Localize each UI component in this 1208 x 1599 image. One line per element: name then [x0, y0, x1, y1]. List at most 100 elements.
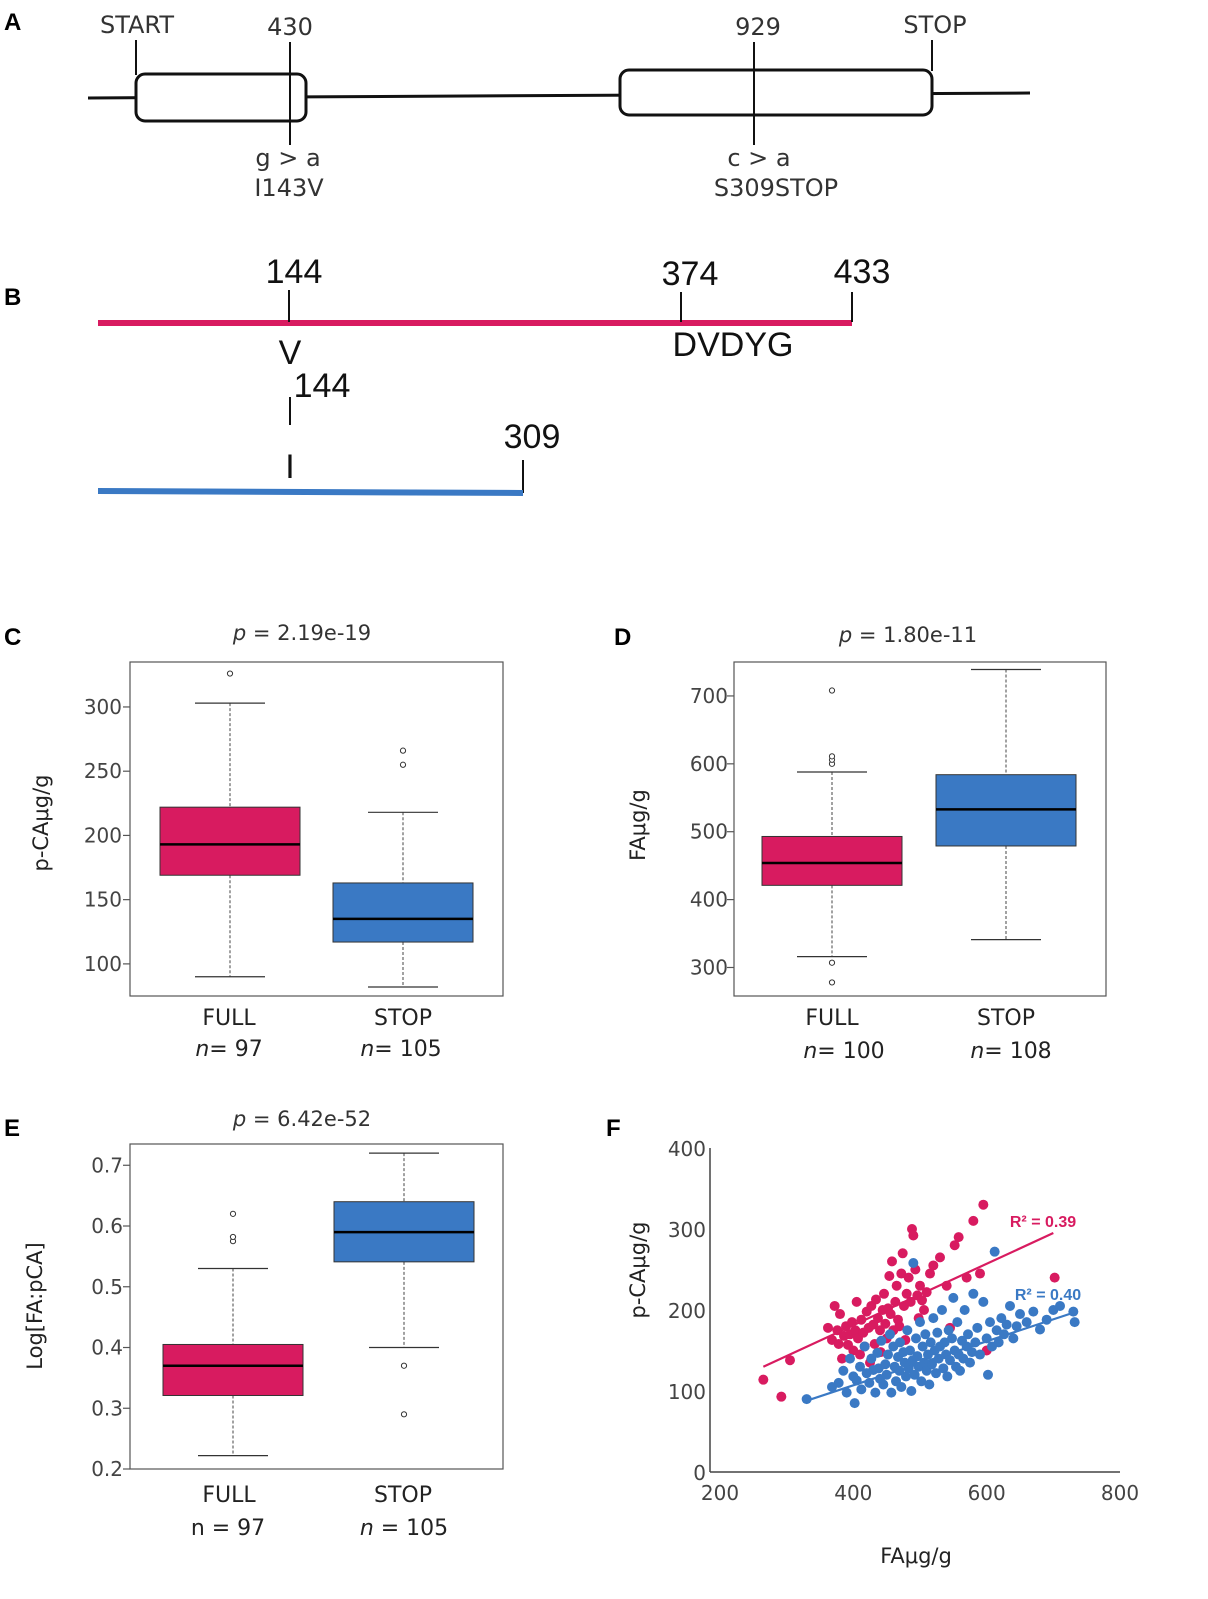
full-data-point: [915, 1280, 925, 1291]
stop-data-point: [968, 1288, 979, 1299]
stop-data-point: [967, 1347, 977, 1358]
full-data-point: [897, 1248, 908, 1259]
full-data-point: [885, 1309, 896, 1320]
full-data-point: [891, 1280, 902, 1291]
x-tick-label: 800: [1101, 1481, 1139, 1505]
y-tick-label: 150: [84, 888, 122, 912]
trunc-pos-309: 309: [504, 418, 561, 456]
full-data-point: [879, 1288, 889, 1299]
mutation-2-aa: S309STOP: [714, 174, 838, 202]
stop-data-point: [876, 1335, 887, 1346]
full-data-point: [887, 1256, 897, 1267]
full-data-point: [975, 1268, 985, 1279]
stop-data-point: [1021, 1317, 1032, 1328]
stop-data-point: [959, 1305, 970, 1315]
stop-data-point: [855, 1361, 865, 1372]
stop-data-point: [838, 1365, 849, 1376]
truncated-protein-bar: [97, 488, 524, 496]
stop-data-point: [906, 1386, 917, 1396]
panel-e: E p = 6.42e-52 Log[FA:pCA] 0.20.30.40.50…: [4, 1107, 504, 1541]
panel-e-frame: [129, 1143, 504, 1470]
panel-label-b: B: [4, 284, 21, 311]
panel-d-ylabel: FAμg/g: [626, 789, 650, 861]
mutation-1-change: g > a: [255, 144, 320, 172]
stop-data-point: [943, 1325, 954, 1336]
stop-data-point: [801, 1394, 812, 1405]
stop-data-point: [985, 1317, 995, 1328]
stop-data-point: [872, 1347, 883, 1358]
y-tick-label: 300: [84, 695, 122, 719]
panel-c-cat-stop: STOP: [374, 1006, 432, 1031]
panel-c-plot: 100 150 200 250 300: [84, 670, 474, 988]
y-tick-label: 700: [690, 684, 728, 708]
stop-data-point: [993, 1337, 1004, 1348]
full-data-point: [949, 1240, 960, 1251]
y-tick-label: 300: [690, 955, 728, 979]
stop-data-point: [1015, 1309, 1025, 1320]
full-data-point: [894, 1321, 905, 1332]
y-tick-label: 0.3: [91, 1396, 123, 1420]
exon-1-box: [134, 72, 308, 123]
full-data-point: [855, 1349, 865, 1360]
y-tick-label: 400: [668, 1137, 706, 1161]
full-aa-v: V: [279, 334, 302, 372]
panel-label-c: C: [4, 624, 21, 651]
outlier-point: [828, 687, 836, 694]
stop-data-point: [909, 1369, 920, 1380]
outlier-point: [400, 1411, 408, 1418]
panel-e-cat-full: FULL: [202, 1483, 256, 1508]
outlier-point: [828, 959, 836, 966]
stop-label: STOP: [903, 11, 966, 39]
stop-data-point: [841, 1387, 852, 1398]
full-box: [162, 1343, 304, 1396]
panel-a: A START 430 929 STOP g > a I143V c > a S…: [4, 9, 1031, 202]
stop-data-point: [849, 1398, 860, 1409]
stop-data-point: [911, 1333, 921, 1344]
stop-data-point: [955, 1365, 965, 1376]
outlier-point: [229, 1233, 237, 1241]
outlier-point: [229, 1210, 237, 1217]
panel-f-xlabel: FAμg/g: [880, 1544, 952, 1568]
full-data-point: [785, 1355, 795, 1366]
panel-d-n-stop: n= 108: [970, 1039, 1051, 1064]
stop-data-point: [928, 1313, 939, 1324]
y-tick-label: 400: [690, 888, 728, 912]
panel-c-n-stop: n= 105: [360, 1037, 441, 1062]
full-data-point: [851, 1296, 862, 1307]
stop-data-point: [975, 1349, 985, 1360]
full-data-point: [871, 1294, 881, 1305]
mutation-2-change: c > a: [727, 144, 790, 172]
exon-2-box: [618, 68, 934, 117]
stop-data-point: [880, 1359, 891, 1370]
full-motif-dvdyg: DVDYG: [673, 326, 794, 364]
panel-d-frame: [733, 661, 1107, 997]
stop-data-point: [945, 1355, 955, 1366]
panel-e-ylabel: Log[FA:pCA]: [23, 1242, 47, 1369]
y-tick-label: 0.2: [91, 1457, 123, 1481]
full-regression-line: [762, 1232, 1054, 1368]
stop-data-point: [915, 1317, 925, 1328]
full-data-point: [928, 1260, 939, 1271]
stop-data-point: [1055, 1300, 1065, 1311]
panel-e-plot: 0.2 0.3 0.4 0.5 0.6 0.7: [91, 1152, 475, 1481]
stop-box: [332, 882, 474, 943]
stop-data-point: [939, 1337, 950, 1348]
stop-data-point: [905, 1345, 915, 1356]
stop-data-point: [948, 1292, 959, 1303]
y-tick-label: 0.7: [91, 1153, 123, 1177]
y-tick-label: 500: [690, 820, 728, 844]
panel-c-ylabel: p-CAμg/g: [29, 774, 53, 871]
stop-data-point: [833, 1377, 844, 1388]
stop-data-point: [1011, 1321, 1022, 1332]
stop-data-point: [938, 1363, 949, 1374]
panel-d: D p = 1.80e-11 FAμg/g 300 400 500 600 700 FU…: [614, 623, 1107, 1064]
stop-data-point: [870, 1387, 881, 1398]
full-data-point: [884, 1270, 895, 1281]
full-data-point: [896, 1268, 907, 1279]
stop-data-point: [927, 1359, 937, 1370]
stop-data-point: [1005, 1300, 1015, 1311]
panel-d-cat-full: FULL: [805, 1006, 859, 1031]
stop-data-point: [991, 1325, 1002, 1336]
start-label: START: [100, 11, 174, 39]
full-data-point: [978, 1199, 989, 1210]
